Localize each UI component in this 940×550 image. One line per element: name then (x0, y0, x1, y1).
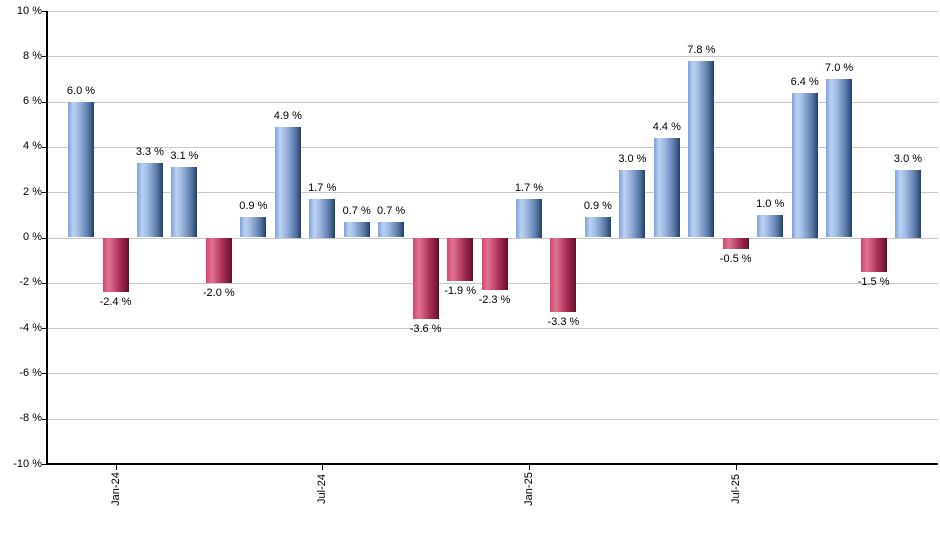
gridline-8pct (48, 56, 938, 58)
bar-value-label: 1.0 % (756, 197, 785, 210)
bar-value-label: 3.0 % (893, 152, 923, 165)
bar[interactable] (757, 214, 784, 238)
x-axis-label-text: Jan-25 (522, 472, 535, 506)
bar-value-label: 1.7 % (308, 182, 337, 194)
bar[interactable] (550, 237, 577, 313)
y-axis-tick (42, 373, 46, 375)
y-axis-tick (42, 101, 46, 103)
bar[interactable] (619, 169, 646, 238)
x-axis-tick (529, 465, 530, 470)
gridline--6pct (48, 373, 938, 375)
bar[interactable] (895, 169, 921, 238)
bar[interactable] (309, 199, 336, 238)
bar-value-label: 4.4 % (652, 120, 681, 133)
y-axis-tick (42, 464, 46, 465)
bar-value-label: 1.7 % (514, 182, 544, 194)
y-axis-label: 10 % (16, 4, 42, 17)
y-axis-label: 2 % (23, 185, 42, 198)
bar[interactable] (481, 237, 508, 290)
gridline-2pct (48, 192, 938, 194)
gridline-6pct (48, 101, 938, 103)
y-axis-label: -4 % (19, 321, 42, 334)
x-axis-line (46, 463, 938, 465)
bar[interactable] (343, 221, 370, 238)
x-axis-tick (115, 465, 117, 470)
x-axis-tick (322, 465, 324, 470)
bar[interactable] (102, 237, 129, 292)
bar-value-label: -3.6 % (409, 323, 442, 335)
bar-value-label: 0.9 % (239, 200, 268, 213)
bar-value-label: -1.9 % (444, 284, 476, 297)
y-axis-tick (42, 146, 46, 148)
bar-value-label: 0.7 % (342, 204, 371, 217)
bar-value-label: -1.5 % (857, 275, 890, 288)
bar-value-label: -2.4 % (99, 295, 132, 308)
y-axis-label: -10 % (13, 457, 42, 470)
y-axis-line (46, 11, 48, 465)
y-axis-label: 8 % (23, 49, 42, 62)
y-axis-label: -6 % (19, 366, 42, 379)
bar[interactable] (791, 92, 818, 238)
bar-value-label: 4.9 % (273, 109, 302, 122)
bar[interactable] (274, 126, 301, 238)
bar-value-label: -3.3 % (547, 316, 580, 329)
bar[interactable] (653, 137, 680, 238)
y-axis-tick (42, 11, 46, 12)
bar[interactable] (826, 78, 853, 238)
bar-value-label: 0.7 % (377, 204, 406, 217)
bar[interactable] (68, 101, 94, 238)
gridline-4pct (48, 146, 938, 148)
y-axis-tick (42, 237, 46, 239)
bar-value-label: 6.0 % (66, 84, 96, 97)
bar-value-label: 6.4 % (790, 75, 819, 88)
bar[interactable] (688, 60, 715, 238)
x-axis-label-text: Jul-24 (316, 474, 329, 504)
bar-value-label: -2.3 % (478, 293, 511, 306)
bar[interactable] (240, 217, 267, 238)
gridline-10pct (48, 11, 938, 12)
y-axis-label: 0 % (23, 231, 42, 243)
y-axis-tick (42, 418, 46, 420)
y-axis-tick (42, 282, 46, 284)
gridline--4pct (48, 328, 938, 330)
bar-value-label: 3.1 % (170, 150, 199, 163)
bar-value-label: 3.3 % (135, 145, 164, 158)
x-axis-label-text: Jan-24 (109, 472, 122, 506)
bar[interactable] (516, 199, 542, 238)
bar[interactable] (171, 167, 198, 238)
y-axis-label: -2 % (19, 276, 42, 289)
bar[interactable] (447, 237, 474, 281)
bar-value-label: -0.5 % (719, 252, 752, 265)
x-axis-label-jul-25: Jul-25 (714, 466, 758, 512)
y-axis-label: -8 % (19, 412, 42, 425)
x-axis-tick (735, 465, 737, 470)
bar-value-label: 7.8 % (687, 43, 716, 56)
y-axis-tick (42, 56, 46, 58)
bar-value-label: 0.9 % (583, 200, 612, 213)
bar[interactable] (136, 162, 163, 238)
bar[interactable] (860, 237, 887, 272)
plot-area: 6.0 % -2.4 % 3.3 % 3.1 % -2.0 % 0.9 % 4.9 % 1.7… (48, 11, 938, 464)
bar[interactable] (722, 237, 749, 249)
bar[interactable] (205, 237, 232, 283)
y-axis-label: 6 % (23, 95, 42, 108)
bar-value-label: 3.0 % (618, 152, 647, 165)
x-axis-label-text: Jul-25 (729, 474, 742, 504)
bar[interactable] (412, 237, 439, 319)
x-axis-label-jul-24: Jul-24 (300, 466, 344, 512)
y-axis-tick (42, 328, 46, 330)
y-axis-label: 4 % (23, 140, 42, 153)
bar-value-label: 7.0 % (825, 61, 854, 74)
gridline--8pct (48, 418, 938, 420)
x-axis-label-jan-25: Jan-25 (507, 466, 551, 512)
y-axis-tick (42, 192, 46, 194)
bar[interactable] (378, 221, 405, 238)
bar-value-label: -2.0 % (202, 286, 235, 299)
bar[interactable] (584, 217, 611, 238)
x-axis-label-jan-24: Jan-24 (94, 466, 138, 512)
